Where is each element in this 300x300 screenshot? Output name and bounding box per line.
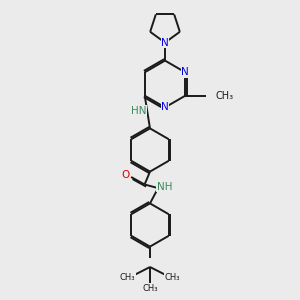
Text: N: N [161,38,169,48]
Text: CH₃: CH₃ [165,273,180,282]
Text: N: N [182,67,189,77]
Text: CH₃: CH₃ [142,284,158,293]
Text: CH₃: CH₃ [215,91,233,101]
Text: N: N [161,102,169,112]
Text: NH: NH [157,182,172,192]
Text: O: O [122,169,130,180]
Text: CH₃: CH₃ [120,273,135,282]
Text: HN: HN [131,106,147,116]
